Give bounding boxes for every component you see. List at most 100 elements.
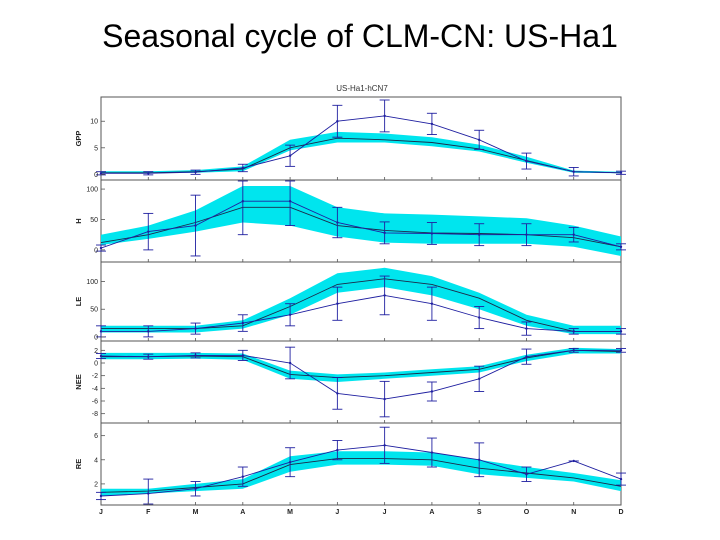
obs-point	[525, 327, 528, 330]
obs-point	[619, 349, 623, 352]
error-bar-gpp	[237, 163, 248, 173]
error-bar-gpp	[190, 169, 201, 175]
error-bar-re	[285, 447, 296, 478]
error-bar-h	[237, 180, 248, 236]
y-tick-label-gpp: 5	[94, 145, 98, 152]
obs-point	[572, 349, 575, 352]
error-bar-le	[474, 306, 485, 330]
model-range-band-gpp	[101, 131, 621, 174]
y-tick-label-re: 6	[94, 433, 98, 440]
y-tick-label-le: 0	[94, 334, 98, 341]
obs-point	[383, 397, 386, 401]
slide-title: Seasonal cycle of CLM-CN: US-Ha1	[102, 18, 618, 54]
obs-point	[525, 355, 528, 358]
obs-point	[288, 313, 292, 316]
panel-le: 0 50 100 LE	[74, 261, 626, 342]
obs-point	[430, 122, 434, 126]
obs-point	[99, 246, 103, 250]
x-tick-label-month: M	[287, 509, 293, 516]
obs-line-gpp	[101, 115, 622, 174]
x-tick-label-month: J	[335, 509, 339, 516]
obs-point	[99, 172, 103, 175]
error-bar-h	[616, 243, 626, 251]
x-tick-label-month: N	[571, 509, 576, 516]
obs-point	[430, 390, 434, 393]
obs-point	[147, 355, 150, 358]
x-tick-label-month: J	[99, 509, 103, 516]
error-bar-nee	[96, 353, 106, 360]
y-tick-label-nee: 2	[94, 348, 98, 355]
error-bar-nee	[379, 380, 390, 418]
error-bar-nee	[474, 365, 485, 392]
obs-point	[572, 233, 575, 236]
error-bar-h	[379, 221, 390, 245]
obs-point	[383, 294, 386, 297]
x-tick-label-month: F	[146, 509, 151, 516]
error-bar-le	[379, 275, 390, 316]
obs-point	[194, 327, 197, 330]
panel-frame-re	[100, 422, 622, 506]
obs-point	[241, 475, 245, 478]
figure-title: US-Ha1-hCN7	[336, 84, 388, 93]
error-bar-gpp	[379, 99, 390, 133]
model-range-band-le	[101, 267, 621, 335]
error-bar-le	[285, 303, 296, 327]
error-bar-le	[143, 325, 154, 338]
y-tick-label-h: 0	[94, 247, 98, 254]
model-line-nee	[101, 349, 622, 379]
error-bar-nee	[285, 346, 296, 380]
obs-point	[147, 330, 150, 333]
error-bar-re	[568, 459, 579, 463]
obs-point	[99, 354, 103, 358]
error-bar-le	[332, 286, 343, 321]
obs-point	[288, 460, 292, 464]
error-bar-re	[332, 440, 343, 461]
panel-gpp: 0 5 10 GPP	[74, 96, 626, 181]
y-tick-label-re: 4	[94, 457, 98, 464]
obs-point	[147, 230, 150, 233]
obs-point	[477, 233, 481, 236]
obs-point	[525, 473, 528, 476]
obs-point	[288, 200, 292, 203]
obs-point	[241, 321, 245, 325]
obs-point	[383, 114, 386, 118]
obs-point	[336, 302, 339, 305]
error-bar-gpp	[332, 104, 343, 138]
obs-line-nee	[100, 349, 621, 400]
error-bar-re	[426, 437, 437, 468]
x-tick-label-month: M	[193, 509, 199, 516]
y-tick-label-le: 50	[90, 307, 98, 314]
obs-point	[241, 166, 245, 170]
error-bar-gpp	[143, 171, 154, 176]
obs-line-h	[100, 200, 622, 249]
obs-point	[619, 477, 623, 481]
error-bar-nee	[143, 353, 154, 360]
error-bar-gpp	[616, 170, 626, 175]
error-bar-h	[143, 212, 154, 251]
obs-point	[477, 138, 481, 142]
y-tick-label-nee: -8	[92, 411, 98, 418]
obs-point	[572, 330, 575, 333]
error-bar-le	[568, 328, 579, 335]
obs-point	[430, 302, 434, 305]
error-bar-re	[379, 426, 390, 464]
y-tick-label-nee: 0	[94, 361, 98, 368]
y-axis-label-gpp: GPP	[74, 131, 83, 147]
error-bar-h	[285, 180, 296, 227]
error-bar-nee	[237, 349, 248, 361]
obs-point	[619, 245, 623, 249]
error-bar-nee	[426, 381, 437, 402]
obs-point	[194, 354, 197, 357]
obs-point	[572, 459, 575, 463]
obs-point	[572, 170, 575, 173]
obs-point	[477, 458, 481, 461]
y-axis-label-le: LE	[74, 297, 83, 307]
model-range-band-re	[101, 451, 621, 496]
y-axis-label-re: RE	[74, 459, 83, 469]
y-tick-label-h: 100	[86, 187, 98, 194]
y-tick-label-gpp: 0	[94, 172, 98, 179]
error-bar-gpp	[474, 129, 485, 150]
y-tick-label-gpp: 10	[90, 119, 98, 126]
